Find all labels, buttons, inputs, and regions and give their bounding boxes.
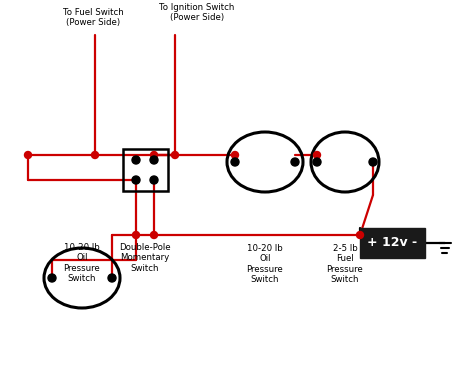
Circle shape xyxy=(108,274,116,282)
Text: + 12v -: + 12v - xyxy=(367,237,418,250)
Circle shape xyxy=(132,156,140,164)
Circle shape xyxy=(48,274,56,282)
Circle shape xyxy=(133,231,139,238)
Text: 10-20 lb
Oil
Pressure
Switch: 10-20 lb Oil Pressure Switch xyxy=(246,244,283,284)
Circle shape xyxy=(231,151,238,158)
Circle shape xyxy=(356,231,364,238)
Text: To Ignition Switch
(Power Side): To Ignition Switch (Power Side) xyxy=(159,3,235,22)
Circle shape xyxy=(150,156,158,164)
Bar xyxy=(360,228,425,258)
Circle shape xyxy=(151,151,157,158)
Bar xyxy=(123,149,168,191)
Circle shape xyxy=(91,151,99,158)
Text: 10-20 lb
Oil
Pressure
Switch: 10-20 lb Oil Pressure Switch xyxy=(64,243,100,283)
Circle shape xyxy=(313,158,321,166)
Circle shape xyxy=(291,158,299,166)
Circle shape xyxy=(313,151,320,158)
Circle shape xyxy=(231,158,239,166)
Circle shape xyxy=(25,151,31,158)
Text: To Fuel Switch
(Power Side): To Fuel Switch (Power Side) xyxy=(63,8,123,27)
Circle shape xyxy=(369,158,377,166)
Circle shape xyxy=(150,176,158,184)
Circle shape xyxy=(132,176,140,184)
Circle shape xyxy=(172,151,179,158)
Text: Double-Pole
Momentary
Switch: Double-Pole Momentary Switch xyxy=(119,243,171,273)
Circle shape xyxy=(151,231,157,238)
Text: 2-5 lb
Fuel
Pressure
Switch: 2-5 lb Fuel Pressure Switch xyxy=(327,244,364,284)
